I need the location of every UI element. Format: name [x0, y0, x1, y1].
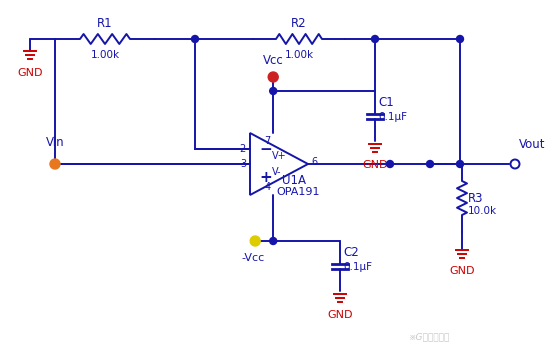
Circle shape — [270, 238, 277, 244]
Text: R2: R2 — [291, 17, 307, 30]
Text: 0.1μF: 0.1μF — [378, 112, 407, 122]
Circle shape — [371, 36, 379, 42]
Text: R1: R1 — [97, 17, 113, 30]
Text: -Vcc: -Vcc — [241, 253, 265, 263]
Circle shape — [511, 159, 519, 168]
Text: Vout: Vout — [519, 138, 546, 151]
Text: 4: 4 — [264, 182, 270, 192]
Circle shape — [268, 72, 278, 82]
Circle shape — [457, 36, 463, 42]
Text: V+: V+ — [272, 151, 286, 161]
Circle shape — [50, 159, 60, 169]
Text: R3: R3 — [468, 191, 483, 205]
Text: 1.00k: 1.00k — [284, 50, 314, 60]
Text: GND: GND — [17, 68, 43, 78]
Text: GND: GND — [327, 310, 353, 320]
Text: C2: C2 — [343, 247, 359, 260]
Text: +: + — [259, 169, 272, 185]
Text: Vin: Vin — [46, 136, 64, 149]
Text: V-: V- — [272, 167, 281, 177]
Circle shape — [426, 160, 433, 168]
Text: GND: GND — [362, 160, 388, 170]
Text: Vcc: Vcc — [263, 54, 284, 67]
Circle shape — [250, 236, 260, 246]
Text: C1: C1 — [378, 97, 393, 109]
Circle shape — [270, 88, 277, 94]
Text: 3: 3 — [240, 159, 246, 169]
Text: ※G野工程专辑: ※G野工程专辑 — [410, 332, 451, 341]
Text: 7: 7 — [264, 136, 270, 146]
Text: 0.1μF: 0.1μF — [343, 262, 372, 272]
Text: 1.00k: 1.00k — [90, 50, 119, 60]
Text: 10.0k: 10.0k — [468, 206, 497, 216]
Text: −: − — [259, 141, 272, 157]
Text: 2: 2 — [240, 144, 246, 154]
Text: GND: GND — [449, 266, 475, 276]
Text: 6: 6 — [311, 157, 317, 167]
Circle shape — [386, 160, 393, 168]
Circle shape — [457, 160, 463, 168]
Text: U1A: U1A — [282, 174, 306, 187]
Circle shape — [191, 36, 199, 42]
Text: OPA191: OPA191 — [276, 187, 320, 197]
